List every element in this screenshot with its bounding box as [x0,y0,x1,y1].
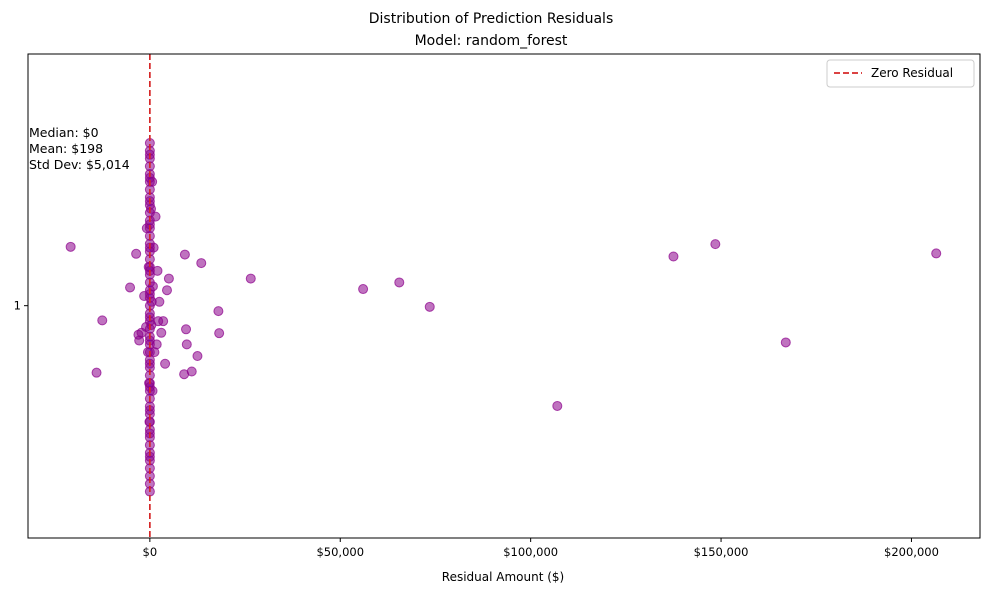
legend-frame [826,59,975,88]
data-point [358,284,369,295]
data-point [152,265,163,276]
chart-subtitle: Model: random_forest [415,33,568,49]
data-point [181,339,192,350]
legend: Zero Residual [826,59,975,88]
data-point [668,251,679,262]
data-point [97,315,108,326]
x-tick-label: $150,000 [694,545,749,559]
legend-label: Zero Residual [871,66,953,80]
data-point [156,327,167,338]
data-point [192,351,203,362]
plot-area [28,54,980,538]
data-point [181,324,192,335]
data-point [147,176,158,187]
data-point [214,328,225,339]
chart-title: Distribution of Prediction Residuals [369,11,614,27]
x-tick-label: $100,000 [503,545,558,559]
stat-line: Std Dev: $5,014 [29,157,130,172]
data-point [394,277,405,288]
data-point [245,273,256,284]
x-tick-label: $200,000 [884,545,939,559]
x-axis-label: Residual Amount ($) [442,570,564,584]
x-tick-label: $0 [143,545,158,559]
stat-line: Median: $0 [29,125,99,140]
data-point [163,273,174,284]
data-point [154,296,165,307]
data-point [424,301,435,312]
data-point [196,258,207,269]
y-axis-ticks: 1 [14,299,28,313]
data-point [931,248,942,259]
x-tick-label: $50,000 [316,545,364,559]
data-point [179,249,190,260]
data-point [158,316,169,327]
data-point [552,400,563,411]
data-point [213,306,224,317]
x-axis-ticks: $0 $50,000 $100,000 $150,000 $200,000 [143,538,939,559]
y-tick-label: 1 [14,299,21,313]
data-point [150,211,161,222]
data-point [710,239,721,250]
stat-line: Mean: $198 [29,141,103,156]
data-point [131,248,142,259]
data-point [91,367,102,378]
data-point [151,339,162,350]
data-point [161,285,172,296]
data-point [125,282,136,293]
data-point [160,358,171,369]
data-point [780,337,791,348]
data-point [146,203,156,214]
data-point [65,241,76,252]
plot-frame [27,53,981,539]
data-point [186,366,197,377]
